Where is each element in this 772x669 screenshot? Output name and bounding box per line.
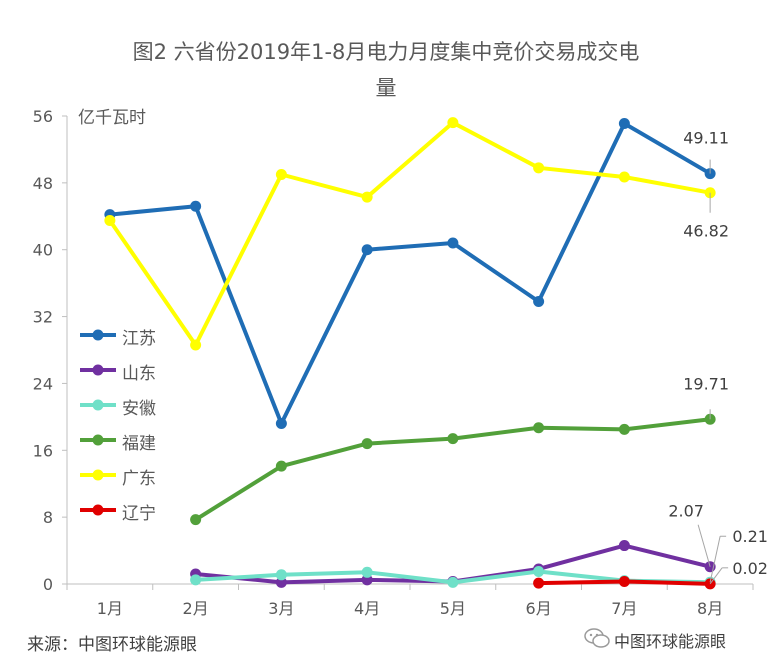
legend-dot: [92, 434, 104, 446]
x-tick-label: 3月: [268, 599, 294, 618]
x-tick-label: 8月: [697, 599, 723, 618]
data-point-江苏: [618, 118, 630, 130]
data-point-广东: [275, 169, 287, 180]
chart-axes: 0 8 16 24 32 40 48 56 1月 2月 3月 4月 5月 6月 7月 8月: [33, 107, 754, 618]
data-point-安徽: [447, 576, 459, 588]
legend-marker: [80, 469, 116, 481]
data-point-江苏: [533, 296, 545, 308]
data-point-江苏: [361, 244, 373, 256]
legend-dot: [92, 504, 104, 516]
series-line-广东: [107, 120, 713, 347]
data-label-leader: [709, 567, 723, 585]
legend-label: 广东: [122, 469, 156, 489]
y-tick-label: 56: [33, 107, 53, 126]
data-point-福建: [618, 423, 630, 435]
data-point-福建: [275, 460, 287, 472]
data-point-福建: [361, 438, 373, 450]
data-label-leader: [697, 524, 711, 567]
data-point-山东: [618, 540, 630, 552]
data-label-山东: 2.07: [668, 502, 704, 521]
y-tick-label: 40: [33, 241, 53, 260]
data-point-福建: [190, 514, 202, 526]
data-label-leader: [709, 536, 721, 583]
data-point-广东: [618, 171, 630, 183]
legend-dot: [92, 364, 104, 376]
x-tick-label: 4月: [354, 599, 380, 618]
data-point-广东: [104, 214, 116, 226]
data-point-广东: [190, 339, 202, 351]
data-point-辽宁: [533, 577, 545, 589]
legend-marker: [80, 399, 116, 411]
legend-marker: [80, 329, 116, 341]
legend-marker: [80, 364, 116, 376]
series-lines: [104, 117, 716, 590]
data-point-安徽: [275, 569, 287, 581]
data-label-广东: 46.82: [683, 222, 729, 241]
data-point-安徽: [190, 574, 202, 586]
data-point-广东: [533, 162, 545, 174]
data-label-安徽: 0.21: [732, 527, 768, 546]
y-tick-label: 8: [43, 508, 53, 527]
x-tick-label: 7月: [611, 599, 637, 618]
data-point-安徽: [533, 565, 545, 577]
legend-label: 江苏: [122, 329, 156, 349]
legend-label: 福建: [122, 434, 156, 454]
series-line-江苏: [107, 121, 713, 426]
data-point-江苏: [190, 200, 202, 212]
data-point-广东: [447, 117, 459, 129]
x-tick-label: 2月: [183, 599, 209, 618]
wechat-icon: [584, 628, 610, 648]
watermark-text: 中图环球能源眼: [614, 632, 727, 651]
legend-label: 山东: [122, 364, 156, 384]
legend-dot: [92, 469, 104, 481]
y-tick-label: 0: [43, 575, 53, 594]
data-point-广东: [361, 191, 373, 203]
data-point-辽宁: [618, 575, 630, 587]
chart-title: 图2 六省份2019年1-8月电力月度集中竞价交易成交电: [132, 40, 640, 64]
source-note: 来源：中图环球能源眼: [27, 635, 197, 655]
data-point-江苏: [447, 237, 459, 249]
chart-title-line2: 量: [375, 76, 397, 100]
y-tick-label: 24: [33, 374, 53, 393]
y-tick-label: 16: [33, 441, 53, 460]
data-label-福建: 19.71: [683, 374, 729, 393]
legend-marker: [80, 504, 116, 516]
y-tick-label: 48: [33, 174, 53, 193]
data-labels: 49.11 46.82 19.71 2.07 0.21 0.02: [668, 129, 768, 585]
x-tick-label: 6月: [526, 599, 552, 618]
data-point-江苏: [275, 418, 287, 430]
legend-label: 安徽: [122, 399, 156, 419]
legend-label: 辽宁: [122, 504, 156, 524]
data-point-山东: [361, 574, 373, 586]
data-point-山东: [275, 576, 287, 588]
data-label-辽宁: 0.02: [732, 559, 768, 578]
data-label-江苏: 49.11: [683, 129, 729, 148]
data-point-福建: [447, 433, 459, 445]
x-tick-label: 5月: [440, 599, 466, 618]
y-tick-label: 32: [33, 308, 53, 327]
legend-dot: [92, 329, 104, 341]
legend-marker: [80, 434, 116, 446]
data-point-福建: [533, 422, 545, 434]
legend-dot: [92, 399, 104, 411]
x-tick-label: 1月: [97, 599, 123, 618]
data-point-安徽: [361, 566, 373, 578]
y-axis-unit-label: 亿千瓦时: [78, 108, 146, 128]
